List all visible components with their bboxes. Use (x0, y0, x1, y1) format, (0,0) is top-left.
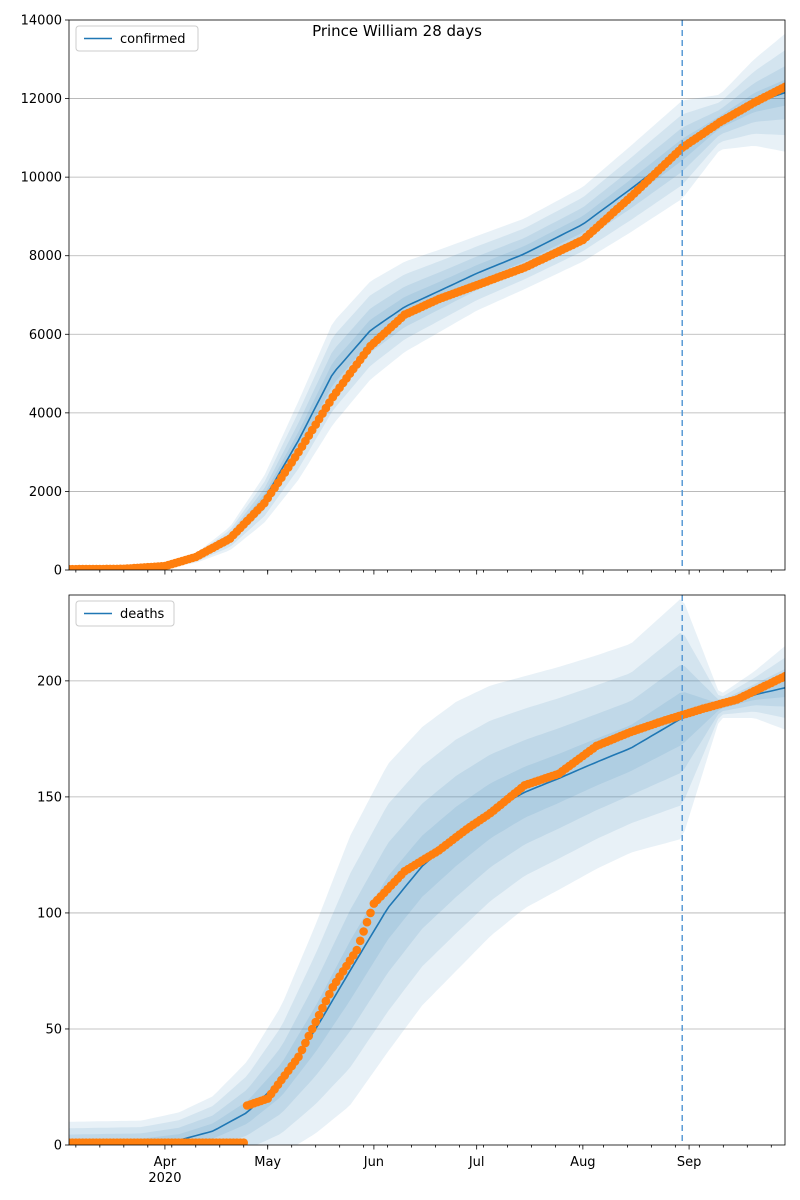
observed-point (294, 1052, 303, 1062)
uncertainty-band-2 (69, 50, 785, 570)
plot-area (69, 599, 785, 1145)
y-tick-label: 200 (37, 674, 62, 689)
observed-point (304, 1031, 314, 1041)
legend-label: confirmed (120, 32, 186, 47)
uncertainty-band-1 (69, 599, 785, 1145)
axes-frame (68, 594, 786, 1146)
x-tick-sublabel: 2020 (148, 1171, 181, 1186)
x-tick-label: Aug (570, 1155, 595, 1170)
observed-point (362, 917, 372, 927)
figure-title: Prince William 28 days (312, 22, 482, 40)
x-tick-label: Apr (154, 1155, 177, 1170)
uncertainty-band-2 (69, 632, 785, 1145)
observed-point (366, 908, 375, 918)
y-tick-label: 100 (37, 906, 62, 921)
observed-point (239, 1138, 248, 1145)
observed-point (314, 1010, 324, 1020)
observed-point (297, 1045, 307, 1055)
x-tick-label: Sep (677, 1155, 702, 1170)
observed-point (321, 996, 331, 1006)
x-tick-label: Jul (468, 1155, 485, 1170)
y-tick-label: 50 (45, 1022, 62, 1037)
legend-label: deaths (120, 607, 165, 622)
observed-point (359, 927, 368, 936)
observed-point (318, 1003, 327, 1013)
axes-frame (68, 19, 786, 571)
observed-point (352, 945, 362, 955)
y-tick-label: 0 (54, 564, 62, 579)
y-tick-label: 2000 (29, 485, 62, 500)
observed-point (780, 671, 785, 681)
observed-point (355, 936, 365, 946)
observed-point (307, 1024, 317, 1034)
y-tick-label: 14000 (21, 14, 62, 29)
legend-box (75, 25, 199, 52)
observed-point (780, 82, 785, 92)
observed-point (311, 1017, 321, 1027)
uncertainty-band-4 (69, 79, 785, 570)
observed-point (325, 989, 334, 999)
legend-box (75, 600, 175, 627)
y-tick-label: 12000 (21, 92, 62, 107)
panel-confirmed: 0 2000 4000 6000 8000 10000 12000 14000 confirme… (21, 14, 786, 579)
y-tick-label: 6000 (29, 328, 62, 343)
y-tick-label: 10000 (21, 171, 62, 186)
uncertainty-band-3 (69, 66, 785, 570)
y-tick-label: 4000 (29, 406, 62, 421)
y-tick-label: 150 (37, 790, 62, 805)
x-tick-label: May (254, 1155, 281, 1170)
y-tick-label: 8000 (29, 249, 62, 264)
uncertainty-band-3 (69, 665, 785, 1145)
y-tick-label: 0 (54, 1139, 62, 1154)
x-tick-label: Jun (363, 1155, 384, 1170)
plot-area (69, 33, 785, 570)
observed-point (301, 1038, 310, 1048)
